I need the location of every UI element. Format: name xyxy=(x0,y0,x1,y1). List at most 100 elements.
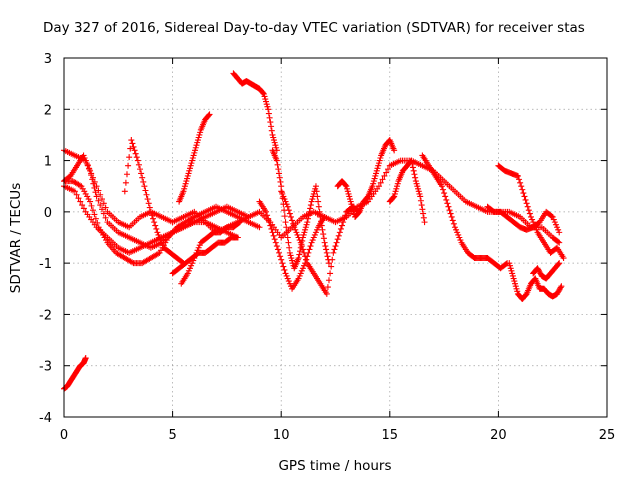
data-point xyxy=(302,226,309,233)
data-point xyxy=(158,239,165,246)
data-point xyxy=(304,215,311,222)
data-point xyxy=(298,267,305,274)
data-point xyxy=(548,213,555,220)
data-point xyxy=(87,198,94,205)
data-point xyxy=(190,257,197,264)
data-point xyxy=(507,265,514,272)
data-point xyxy=(153,225,160,232)
data-point xyxy=(412,178,419,185)
data-point xyxy=(281,266,288,273)
data-point xyxy=(156,234,163,241)
data-point xyxy=(262,96,269,103)
data-point xyxy=(530,219,537,226)
data-point xyxy=(283,224,290,231)
data-point xyxy=(305,212,312,219)
data-point xyxy=(420,214,427,221)
data-point xyxy=(261,93,268,100)
data-point xyxy=(347,198,354,205)
data-point xyxy=(554,290,561,297)
data-point xyxy=(381,172,388,179)
data-point xyxy=(281,213,288,220)
data-point xyxy=(284,203,291,210)
data-point xyxy=(320,235,327,242)
data-point xyxy=(315,203,322,210)
series-track-9 xyxy=(230,70,280,154)
data-point xyxy=(300,231,307,238)
data-point xyxy=(447,210,454,217)
data-point xyxy=(301,249,308,256)
data-point xyxy=(555,288,562,295)
data-point xyxy=(316,208,323,215)
data-point xyxy=(343,183,350,190)
data-point xyxy=(97,202,104,209)
data-point xyxy=(371,175,378,182)
data-point xyxy=(156,249,163,256)
data-marks xyxy=(61,70,567,392)
data-point xyxy=(150,215,157,222)
data-point xyxy=(139,174,146,181)
data-point xyxy=(80,152,87,159)
data-point xyxy=(129,140,136,147)
data-point xyxy=(194,247,201,254)
data-point xyxy=(322,243,329,250)
series-track-14 xyxy=(386,157,428,226)
data-point xyxy=(509,272,516,279)
data-point xyxy=(375,160,382,167)
data-point xyxy=(307,243,314,250)
data-point xyxy=(516,176,523,183)
data-point xyxy=(91,184,98,191)
data-point xyxy=(95,197,102,204)
data-point xyxy=(76,182,83,189)
data-point xyxy=(556,229,563,236)
data-point xyxy=(191,255,198,262)
data-point xyxy=(265,106,272,113)
series-track-7 xyxy=(178,219,243,287)
data-point xyxy=(148,212,155,219)
data-point xyxy=(522,196,529,203)
data-point xyxy=(449,217,456,224)
data-point xyxy=(312,229,319,236)
data-point xyxy=(89,176,96,183)
data-point xyxy=(512,283,519,290)
data-point xyxy=(517,179,524,186)
data-point xyxy=(308,239,315,246)
data-point xyxy=(194,139,201,146)
data-point xyxy=(75,195,82,202)
data-point xyxy=(321,239,328,246)
data-point xyxy=(260,90,267,97)
data-point xyxy=(281,196,288,203)
data-point xyxy=(418,202,425,209)
data-point xyxy=(350,208,357,215)
data-point xyxy=(143,191,150,198)
data-point xyxy=(82,157,89,164)
data-point xyxy=(513,285,520,292)
data-point xyxy=(550,216,557,223)
data-point xyxy=(276,174,283,181)
data-point xyxy=(151,219,158,226)
data-point xyxy=(324,284,331,291)
data-point xyxy=(519,186,526,193)
data-point xyxy=(375,162,382,169)
x-tick-label: 20 xyxy=(490,428,507,443)
data-point xyxy=(332,243,339,250)
data-point xyxy=(284,275,291,282)
data-point xyxy=(159,242,166,249)
data-point xyxy=(518,183,525,190)
data-point xyxy=(121,188,128,195)
data-point xyxy=(192,252,199,259)
data-point xyxy=(82,355,89,362)
data-point xyxy=(555,226,562,233)
data-point xyxy=(411,171,418,178)
data-point xyxy=(82,190,89,197)
data-point xyxy=(340,219,347,226)
data-point xyxy=(325,260,332,267)
data-point xyxy=(345,190,352,197)
data-point xyxy=(267,119,274,126)
data-point xyxy=(442,193,449,200)
data-point xyxy=(130,143,137,150)
data-point xyxy=(79,202,86,209)
data-point xyxy=(325,277,332,284)
data-point xyxy=(284,234,291,241)
data-point xyxy=(346,193,353,200)
data-point xyxy=(192,147,199,154)
